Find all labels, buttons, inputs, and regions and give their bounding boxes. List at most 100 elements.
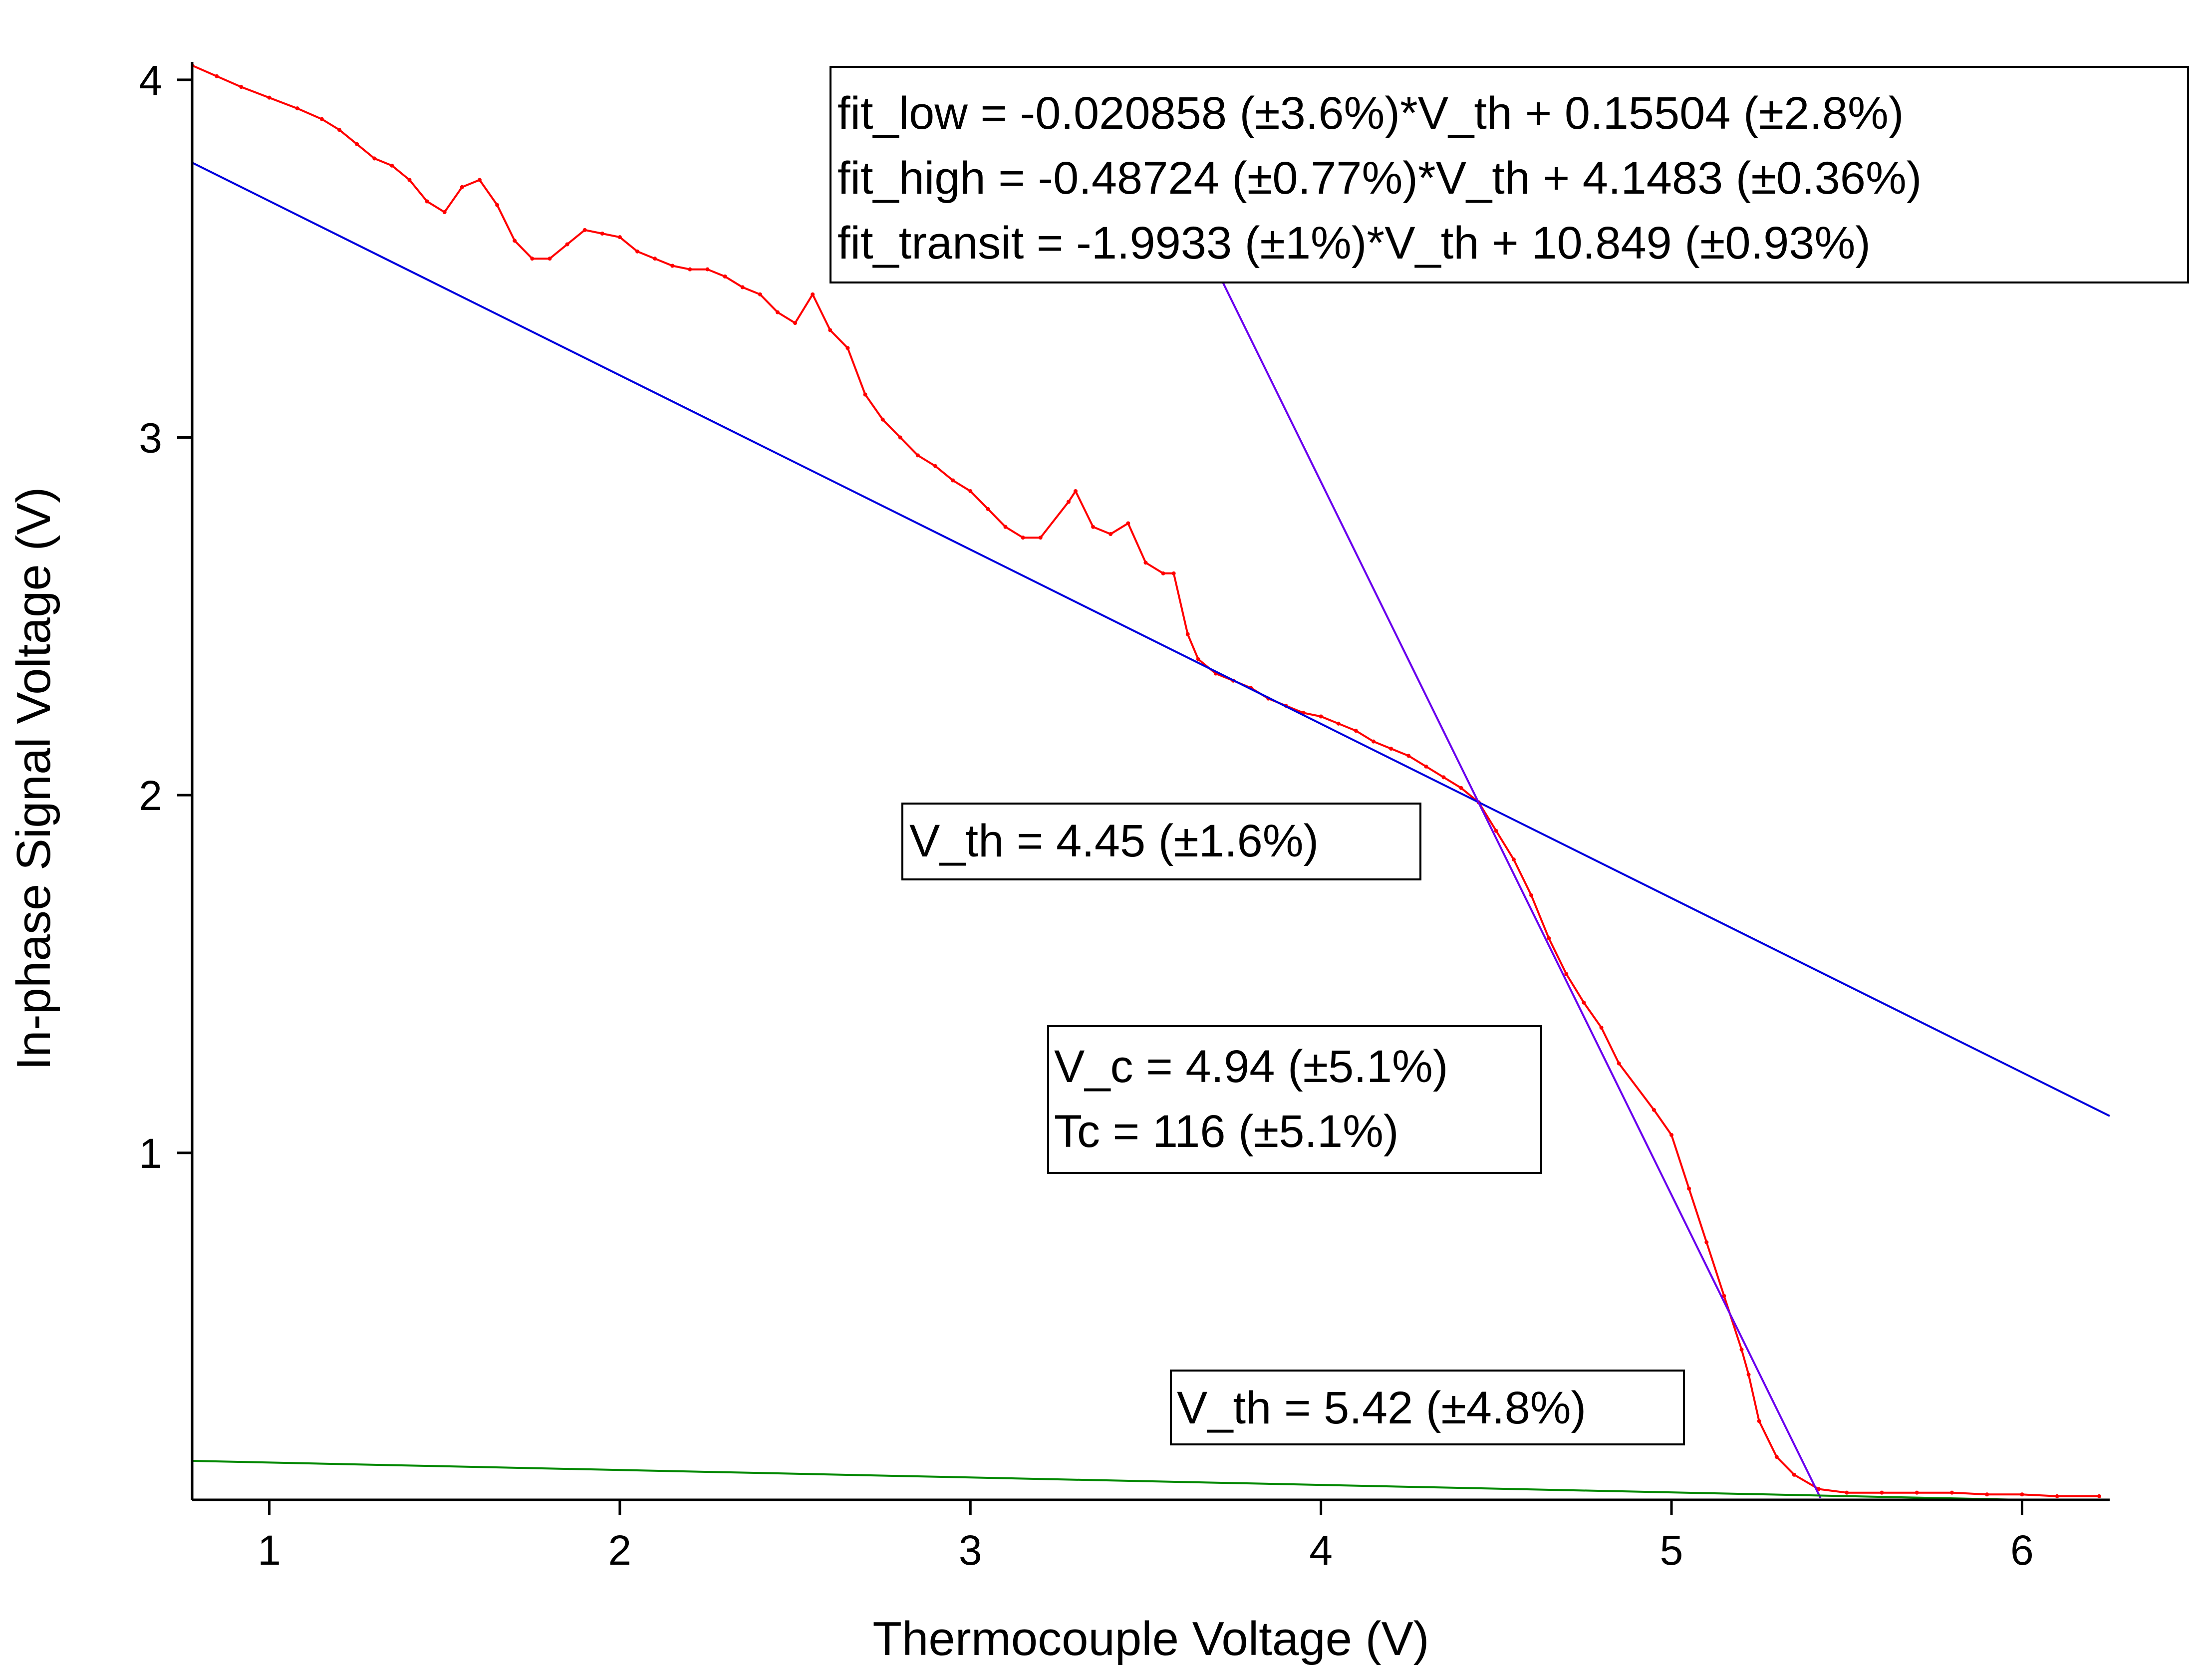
data-point bbox=[1161, 571, 1165, 575]
data-point bbox=[811, 292, 815, 296]
data-point bbox=[1529, 893, 1534, 897]
data-point bbox=[513, 239, 517, 243]
vc-label: V_c = 4.94 (±5.1%) bbox=[1054, 1041, 1448, 1092]
x-ticks: 1 2 3 4 5 6 bbox=[258, 1500, 2034, 1574]
data-point bbox=[863, 392, 867, 397]
data-point bbox=[1687, 1186, 1691, 1191]
data-point bbox=[1757, 1419, 1761, 1423]
data-point bbox=[407, 178, 412, 182]
data-point bbox=[239, 85, 244, 89]
data-point bbox=[1617, 1061, 1621, 1066]
data-point bbox=[775, 310, 780, 314]
data-point bbox=[372, 156, 377, 161]
data-point bbox=[1038, 536, 1043, 540]
data-point bbox=[1185, 632, 1190, 636]
y-tick-label: 4 bbox=[139, 57, 162, 104]
data-point bbox=[1389, 747, 1393, 751]
data-point bbox=[1704, 1240, 1709, 1244]
data-point bbox=[1511, 857, 1516, 862]
data-point bbox=[2020, 1492, 2024, 1497]
tc-label: Tc = 116 (±5.1%) bbox=[1054, 1106, 1399, 1157]
data-point bbox=[1066, 500, 1071, 504]
data-point bbox=[2097, 1494, 2101, 1498]
data-point bbox=[295, 106, 299, 111]
data-point bbox=[1582, 1000, 1586, 1005]
data-point bbox=[215, 74, 219, 78]
data-point bbox=[1091, 525, 1096, 529]
data-point bbox=[915, 453, 920, 458]
data-point bbox=[355, 142, 359, 146]
data-point bbox=[1143, 560, 1148, 565]
data-point bbox=[1021, 536, 1025, 540]
data-point bbox=[1441, 775, 1446, 780]
data-point bbox=[1196, 657, 1200, 661]
data-point bbox=[1126, 521, 1130, 526]
data-point bbox=[442, 210, 447, 214]
data-point bbox=[758, 292, 762, 296]
data-point bbox=[1108, 532, 1113, 536]
y-ticks: 1 2 3 4 bbox=[139, 57, 192, 1177]
y-tick-label: 1 bbox=[139, 1130, 162, 1177]
data-point bbox=[600, 232, 604, 236]
vth-low-label: V_th = 5.42 (±4.8%) bbox=[1177, 1383, 1586, 1433]
vth-high-label: V_th = 4.45 (±1.6%) bbox=[909, 816, 1319, 866]
x-tick-label: 6 bbox=[2010, 1527, 2034, 1574]
data-point bbox=[986, 507, 990, 511]
data-point bbox=[565, 242, 569, 247]
data-point bbox=[582, 228, 587, 232]
data-point bbox=[548, 257, 552, 261]
fit-line-1 bbox=[192, 162, 2110, 1117]
data-point bbox=[1336, 721, 1341, 726]
data-point bbox=[460, 185, 464, 189]
data-point bbox=[705, 267, 710, 272]
data-point bbox=[617, 235, 622, 240]
fit-high-label: fit_high = -0.48724 (±0.77%)*V_th + 4.14… bbox=[837, 153, 1922, 204]
fit-transit-label: fit_transit = -1.9933 (±1%)*V_th + 10.84… bbox=[837, 218, 1871, 269]
data-series bbox=[192, 63, 2101, 1498]
data-point bbox=[267, 95, 272, 100]
data-point bbox=[1564, 972, 1569, 976]
data-point bbox=[1746, 1373, 1751, 1377]
data-point bbox=[1073, 489, 1078, 493]
data-point bbox=[477, 178, 482, 182]
data-point bbox=[1985, 1492, 1989, 1497]
x-tick-label: 4 bbox=[1309, 1527, 1333, 1574]
data-point bbox=[495, 203, 500, 207]
data-point bbox=[1424, 764, 1428, 769]
data-point bbox=[688, 267, 692, 272]
y-axis-title: In-phase Signal Voltage (V) bbox=[7, 487, 60, 1071]
data-point bbox=[933, 464, 938, 468]
data-point bbox=[1722, 1294, 1726, 1298]
plot-area bbox=[192, 63, 2110, 1500]
axes bbox=[191, 62, 2110, 1501]
data-point bbox=[1599, 1026, 1604, 1030]
data-point bbox=[1406, 754, 1411, 758]
x-tick-label: 2 bbox=[608, 1527, 632, 1574]
data-point bbox=[1880, 1490, 1884, 1495]
data-point bbox=[1459, 786, 1463, 790]
data-point bbox=[723, 275, 727, 278]
data-point bbox=[828, 328, 832, 332]
x-tick-label: 5 bbox=[1660, 1527, 1683, 1574]
data-point bbox=[1494, 829, 1498, 833]
data-point bbox=[390, 163, 394, 168]
fit-line-3 bbox=[192, 1460, 2067, 1500]
x-axis-title: Thermocouple Voltage (V) bbox=[872, 1612, 1429, 1666]
annotations: fit_low = -0.020858 (±3.6%)*V_th + 0.155… bbox=[830, 66, 2189, 1445]
fit-line-2 bbox=[1116, 68, 1822, 1499]
y-tick-label: 3 bbox=[139, 415, 162, 462]
data-point bbox=[1774, 1455, 1779, 1459]
data-point bbox=[845, 346, 850, 350]
data-point bbox=[898, 435, 902, 440]
x-tick-label: 3 bbox=[959, 1527, 982, 1574]
fit-results-box: fit_low = -0.020858 (±3.6%)*V_th + 0.155… bbox=[830, 66, 2189, 283]
data-point bbox=[425, 199, 429, 204]
data-point bbox=[1739, 1348, 1744, 1352]
data-point bbox=[740, 285, 745, 289]
data-point bbox=[337, 128, 341, 132]
data-point bbox=[319, 117, 324, 121]
data-point bbox=[880, 417, 885, 422]
data-point bbox=[1669, 1133, 1674, 1137]
data-point bbox=[1845, 1490, 1849, 1495]
